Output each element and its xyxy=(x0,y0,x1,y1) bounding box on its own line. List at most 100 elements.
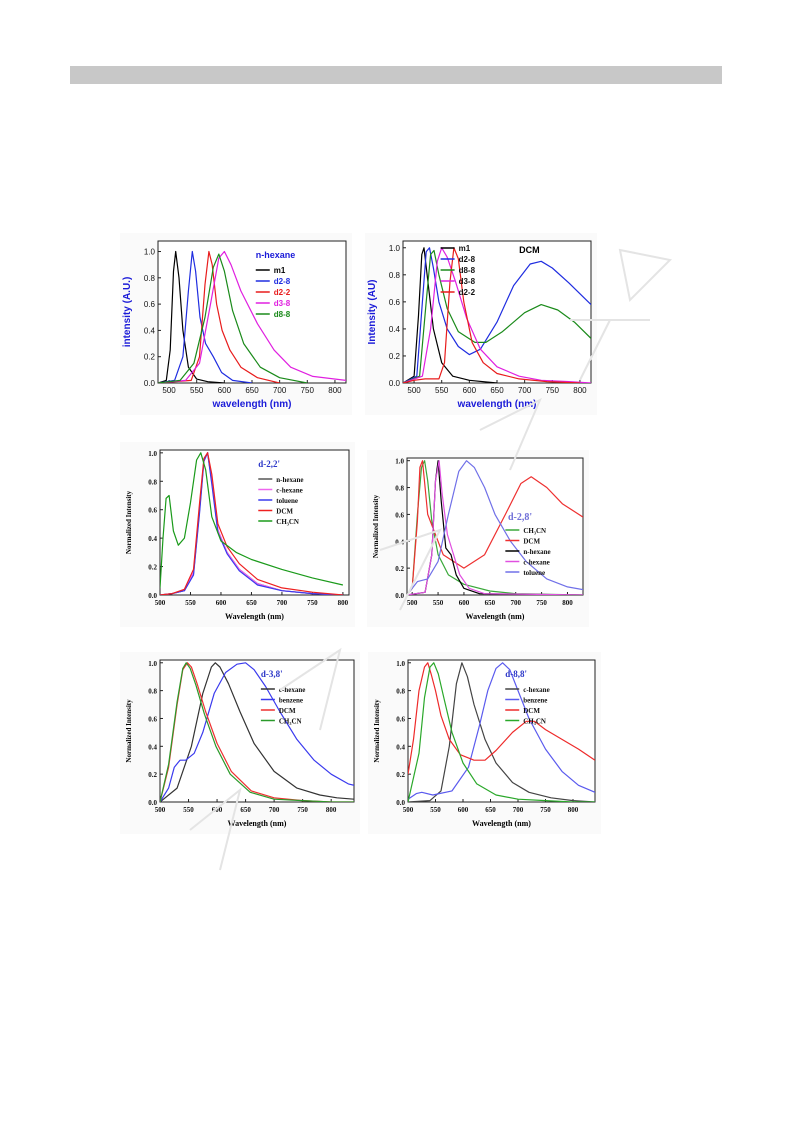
chart-panel-e: 500 550 600 650 700 750 800 0.0 0.2 0.4 0.6 0.8 1.0 W… xyxy=(120,652,360,834)
legend-entry: d3-8 xyxy=(459,277,476,286)
y-tick-label: 1.0 xyxy=(389,244,401,253)
series-line xyxy=(408,662,595,802)
y-tick-label: 1.0 xyxy=(144,248,156,257)
legend-entry: toluene xyxy=(523,569,545,577)
y-axis-label: Normalized Intensity xyxy=(125,490,133,554)
y-tick-label: 0.0 xyxy=(148,592,157,600)
chart-panel-b: 500 550 600 650 700 750 800 0.0 0.2 0.4 0.6 0.8 1.0 w… xyxy=(365,233,597,415)
legend-entry: benzene xyxy=(279,697,303,705)
legend-entry: d2-2 xyxy=(459,288,476,297)
legend-entry: n-hexane xyxy=(276,476,303,484)
series-line xyxy=(160,662,354,802)
y-tick-label: 0.2 xyxy=(395,565,404,573)
plot-frame xyxy=(159,659,355,803)
y-tick-label: 1.0 xyxy=(148,450,157,458)
y-axis-label: Normalized Intensity xyxy=(372,494,380,558)
y-tick-label: 0.8 xyxy=(396,688,405,696)
x-tick-label: 600 xyxy=(459,599,470,607)
legend-entry: d8-8 xyxy=(274,310,291,319)
y-axis-label: Normalized Intensity xyxy=(373,699,381,763)
x-tick-label: 650 xyxy=(490,386,504,395)
y-tick-label: 0.2 xyxy=(144,353,156,362)
y-tick-label: 0.4 xyxy=(389,325,401,334)
x-tick-label: 500 xyxy=(162,386,176,395)
x-axis-label: Wavelength (nm) xyxy=(228,819,287,828)
x-tick-label: 650 xyxy=(485,599,496,607)
chart-panel-a: 500 550 600 650 700 750 800 0.0 0.2 0.4 0.6 0.8 1.0 w… xyxy=(120,233,352,415)
x-tick-label: 700 xyxy=(513,806,524,814)
y-tick-label: 0.0 xyxy=(144,379,156,388)
y-tick-label: 0.2 xyxy=(396,771,405,779)
y-tick-label: 0.0 xyxy=(389,379,401,388)
x-tick-label: 800 xyxy=(573,386,587,395)
series-line xyxy=(158,253,308,383)
y-tick-label: 0.6 xyxy=(395,511,404,519)
legend-entry: DCM xyxy=(523,707,540,715)
series-line xyxy=(160,452,344,588)
y-tick-label: 0.2 xyxy=(148,564,157,572)
legend-entry: d2-2 xyxy=(274,288,291,297)
legend-entry: c-hexane xyxy=(276,487,302,495)
x-tick-label: 800 xyxy=(338,599,349,607)
y-axis-label: Intensity (AU) xyxy=(367,280,378,345)
series-line xyxy=(158,250,253,383)
chart-svg: 500 550 600 650 700 750 800 0.0 0.2 0.4 0.6 0.8 1.0 W… xyxy=(372,457,584,621)
chart-panel-c: 500 550 600 650 700 750 800 0.0 0.2 0.4 0.6 0.8 1.0 W… xyxy=(120,442,355,627)
x-tick-label: 800 xyxy=(326,806,337,814)
x-tick-label: 700 xyxy=(277,599,288,607)
series-line xyxy=(403,247,591,383)
y-tick-label: 1.0 xyxy=(396,660,405,668)
x-axis-label: wavelength (nm) xyxy=(212,399,292,410)
legend-title: d-2,8' xyxy=(508,512,532,523)
series-line xyxy=(160,452,343,595)
legend-entry: CH₃CN xyxy=(523,527,546,535)
series-line xyxy=(408,662,595,800)
x-tick-label: 650 xyxy=(245,386,259,395)
chart-svg: 500 550 600 650 700 750 800 0.0 0.2 0.4 0.6 0.8 1.0 W… xyxy=(125,659,355,828)
chart-svg: 500 550 600 650 700 750 800 0.0 0.2 0.4 0.6 0.8 1.0 w… xyxy=(122,240,347,410)
legend-entry: benzene xyxy=(523,697,547,705)
x-tick-label: 500 xyxy=(155,806,166,814)
y-tick-label: 0.4 xyxy=(395,538,404,546)
legend-entry: CH₃CN xyxy=(523,718,546,726)
legend-title: n-hexane xyxy=(256,250,296,260)
legend-title: d-2,2' xyxy=(258,459,280,469)
y-tick-label: 0.4 xyxy=(396,743,405,751)
series-line xyxy=(407,460,583,595)
x-tick-label: 550 xyxy=(430,806,441,814)
legend-entry: DCM xyxy=(523,538,540,546)
chart-svg: 500 550 600 650 700 750 800 0.0 0.2 0.4 0.6 0.8 1.0 W… xyxy=(125,449,350,621)
chart-panel-d: 500 550 600 650 700 750 800 0.0 0.2 0.4 0.6 0.8 1.0 W… xyxy=(367,450,589,627)
series-line xyxy=(160,452,343,595)
x-axis-label: Wavelength (nm) xyxy=(466,612,525,621)
series-line xyxy=(408,662,595,775)
y-tick-label: 0.0 xyxy=(148,799,157,807)
x-tick-label: 650 xyxy=(485,806,496,814)
x-axis-label: wavelength (nm) xyxy=(457,399,537,410)
series-line xyxy=(403,247,580,383)
x-tick-label: 750 xyxy=(307,599,318,607)
header-bar xyxy=(70,66,722,84)
y-tick-label: 1.0 xyxy=(148,660,157,668)
x-tick-label: 750 xyxy=(301,386,315,395)
chart-svg: 500 550 600 650 700 750 800 0.0 0.2 0.4 0.6 0.8 1.0 w… xyxy=(367,240,592,410)
legend-entry: d3-8 xyxy=(274,299,291,308)
x-tick-label: 650 xyxy=(246,599,257,607)
legend-entry: c-hexane xyxy=(279,686,305,694)
x-tick-label: 800 xyxy=(562,599,573,607)
legend-entry: d2-8 xyxy=(459,255,476,264)
legend-entry: DCM xyxy=(276,508,293,516)
y-tick-label: 0.4 xyxy=(148,535,157,543)
series-line xyxy=(160,662,354,802)
x-tick-label: 800 xyxy=(328,386,342,395)
x-tick-label: 500 xyxy=(407,599,418,607)
y-tick-label: 0.2 xyxy=(389,352,401,361)
legend-entry: m1 xyxy=(459,244,471,253)
y-tick-label: 0.6 xyxy=(144,300,156,309)
x-tick-label: 550 xyxy=(185,599,196,607)
x-tick-label: 600 xyxy=(212,806,223,814)
legend-entry: n-hexane xyxy=(523,548,550,556)
series-line xyxy=(408,662,595,802)
x-tick-label: 500 xyxy=(407,386,421,395)
series-line xyxy=(158,250,225,383)
